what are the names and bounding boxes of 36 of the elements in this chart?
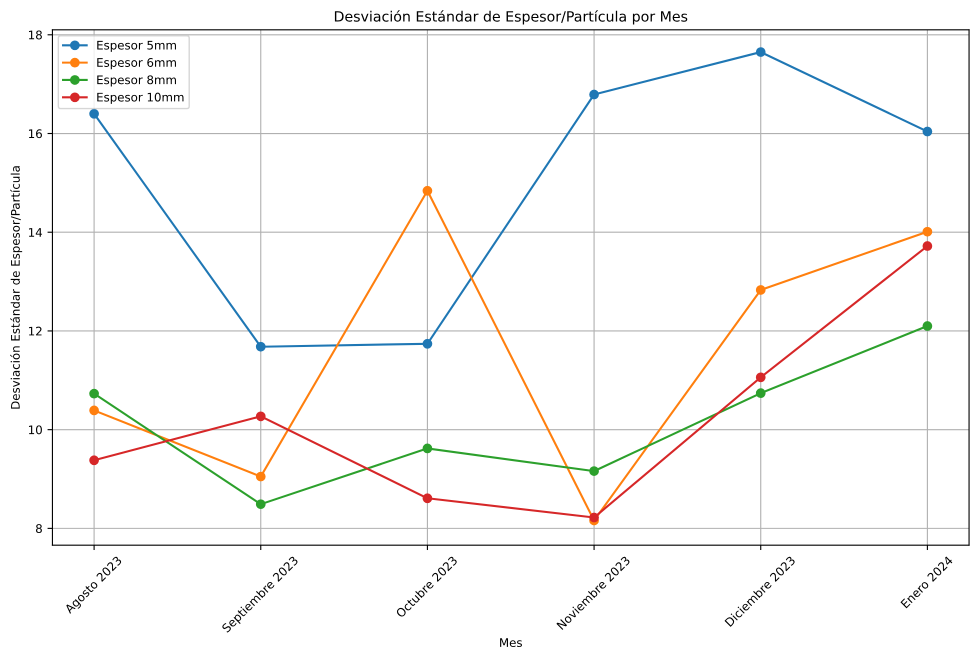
point (589, 512, 599, 522)
point (756, 47, 766, 57)
point (89, 388, 99, 398)
x-axis-title: Mes (500, 638, 522, 648)
point (89, 455, 99, 466)
y-axis-title: Desviación Estándar de Espesor/Partícula (10, 166, 22, 409)
point (756, 285, 766, 295)
point (589, 90, 599, 100)
point (256, 411, 266, 422)
point (922, 241, 932, 251)
y-tick-label: 16 (28, 129, 42, 138)
point (922, 126, 932, 136)
y-tick-label: 12 (28, 326, 42, 336)
y-tick-label: 8 (36, 524, 42, 534)
legend-label: Espesor 6mm (97, 58, 176, 70)
point (89, 108, 99, 119)
point (922, 226, 932, 237)
point (756, 388, 766, 398)
chart-title: Desviación Estándar de Espesor/Partícula por Mes (334, 10, 688, 24)
point (422, 338, 432, 349)
legend-label: Espesor 10mm (97, 92, 184, 104)
point (256, 342, 266, 352)
legend-label: Espesor 8mm (97, 75, 176, 87)
point (422, 493, 432, 504)
point (922, 321, 932, 331)
legend-label: Espesor 5mm (97, 40, 176, 52)
point (589, 466, 599, 476)
y-tick-label: 14 (28, 228, 42, 237)
y-tick-label: 10 (28, 425, 42, 434)
point (256, 472, 266, 482)
point (256, 499, 266, 510)
point (422, 444, 432, 454)
point (756, 372, 766, 382)
y-tick-label: 18 (28, 30, 42, 40)
point (89, 406, 99, 416)
point (422, 186, 432, 196)
